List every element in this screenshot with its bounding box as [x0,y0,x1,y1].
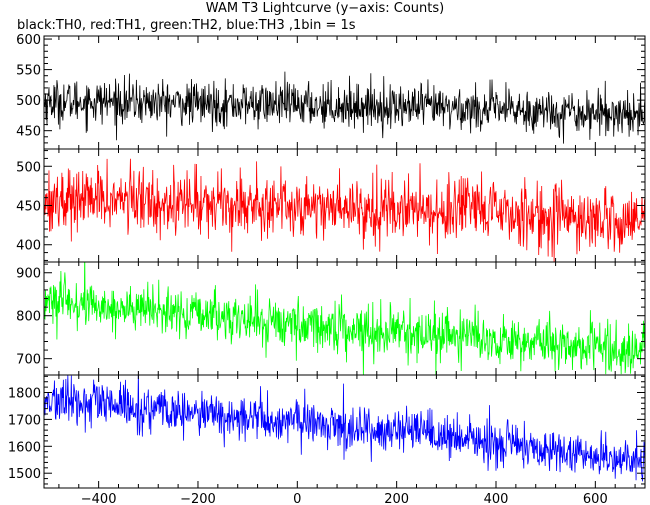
y-tick-label: 450 [16,125,41,140]
y-tick-label: 700 [16,353,41,368]
series-line-th3 [44,375,645,482]
y-tick-label: 900 [16,267,41,282]
panel-th1: 400 450 500 [16,148,646,263]
y-tick-label: 1600 [8,440,41,455]
panels-layer: 450 500 550 600 400 450 500 700 800 900 1500 1600 17… [8,33,646,489]
x-tick-label: 200 [384,492,409,505]
y-tick-label: 500 [16,160,41,175]
panel-th2: 700 800 900 [16,261,646,376]
panel-th3: 1500 1600 1700 1800 [8,374,646,489]
series-line-th2 [44,262,645,375]
y-tick-label: 500 [16,94,41,109]
panel-frame [43,374,646,489]
y-tick-label: 1700 [8,413,41,428]
y-tick-label: 800 [16,310,41,325]
y-tick-label: 1500 [8,467,41,482]
x-tick-label: 0 [293,492,301,505]
series-line-th0 [44,71,645,144]
y-tick-label: 1800 [8,386,41,401]
y-tick-label: 450 [16,200,41,215]
series-line-th1 [44,158,645,262]
x-tick-label: −200 [180,492,216,505]
x-tick-label: −400 [81,492,117,505]
y-tick-label: 400 [16,239,41,254]
chart-title: WAM T3 Lightcurve (y−axis: Counts) [206,1,444,16]
x-tick-label: 400 [484,492,509,505]
y-tick-label: 550 [16,64,41,79]
panel-th0: 450 500 550 600 [16,33,646,150]
x-tick-label: 600 [583,492,608,505]
chart-subtitle: black:TH0, red:TH1, green:TH2, blue:TH3 … [17,18,356,33]
x-axis: −400 −200 0 200 400 600 [81,492,608,505]
y-tick-label: 600 [16,33,41,48]
